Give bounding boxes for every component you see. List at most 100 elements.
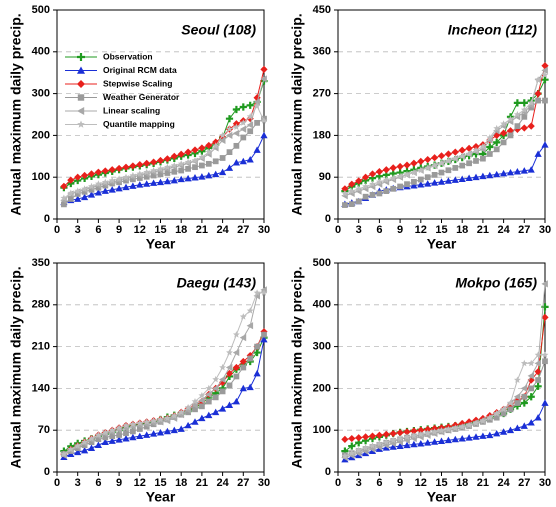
marker (431, 154, 439, 162)
legend-label: Linear scaling (103, 105, 160, 115)
x-tick-label: 6 (95, 224, 101, 236)
series-line (344, 361, 546, 456)
marker (437, 437, 446, 444)
marker (108, 426, 116, 434)
marker (101, 178, 109, 186)
marker (122, 434, 130, 442)
marker (225, 369, 234, 378)
marker (77, 107, 85, 115)
marker (534, 414, 542, 421)
x-tick-label: 18 (175, 224, 187, 236)
y-tick-label: 280 (32, 299, 50, 311)
marker (198, 391, 206, 399)
marker (205, 398, 212, 405)
y-axis-label: Annual maximum daily precip. (8, 13, 24, 215)
marker (123, 430, 129, 437)
marker (493, 170, 501, 178)
marker (239, 357, 247, 366)
marker (534, 351, 542, 358)
marker (232, 129, 240, 137)
marker (232, 158, 240, 166)
marker (452, 165, 459, 171)
marker (486, 143, 494, 151)
marker (417, 426, 425, 434)
legend-label: Observation (103, 51, 153, 61)
marker (101, 167, 109, 175)
marker (74, 442, 82, 449)
x-tick-label: 24 (497, 477, 510, 489)
x-tick-label: 24 (216, 477, 229, 489)
marker (513, 99, 521, 107)
marker (94, 180, 102, 187)
marker (403, 170, 411, 178)
marker (493, 138, 501, 146)
y-tick-label: 0 (325, 213, 331, 225)
marker (239, 157, 247, 165)
marker (389, 443, 397, 450)
marker (150, 430, 158, 437)
marker (87, 191, 96, 198)
series-line (344, 74, 546, 194)
marker (355, 446, 363, 454)
marker (212, 158, 219, 165)
x-tick-label: 27 (237, 224, 249, 236)
x-tick-label: 6 (95, 477, 101, 489)
marker (254, 343, 260, 350)
marker (424, 429, 432, 437)
x-axis-label: Year (427, 489, 457, 505)
marker (253, 94, 261, 102)
marker (410, 440, 418, 448)
marker (514, 123, 521, 129)
y-tick-label: 300 (32, 88, 50, 100)
marker (527, 393, 535, 401)
marker (493, 429, 501, 437)
marker (136, 432, 144, 440)
x-tick-label: 9 (397, 224, 403, 236)
x-tick-label: 15 (435, 477, 447, 489)
marker (431, 438, 439, 445)
marker (232, 105, 240, 114)
marker (368, 432, 377, 440)
marker (424, 180, 432, 187)
marker (520, 99, 528, 107)
marker (177, 175, 185, 183)
marker (226, 382, 233, 389)
x-tick-label: 0 (54, 477, 60, 489)
series-line (63, 331, 265, 455)
marker (479, 432, 487, 439)
marker (396, 172, 404, 180)
marker (246, 112, 254, 120)
marker (163, 427, 171, 435)
marker (246, 383, 254, 391)
marker (355, 198, 362, 205)
x-tick-label: 6 (376, 224, 382, 236)
marker (506, 426, 515, 434)
x-tick-label: 27 (237, 477, 249, 489)
marker (493, 146, 500, 153)
marker (534, 359, 541, 367)
y-tick-label: 500 (32, 4, 50, 16)
marker (177, 408, 185, 416)
marker (94, 189, 102, 196)
marker (115, 164, 123, 173)
marker (232, 348, 240, 357)
marker (184, 403, 192, 411)
marker (198, 173, 206, 180)
marker (355, 434, 363, 442)
marker (225, 115, 234, 123)
marker (424, 155, 432, 164)
marker (212, 394, 219, 401)
marker (163, 163, 171, 171)
x-tick-label: 21 (196, 477, 208, 489)
marker (444, 177, 452, 184)
marker (205, 160, 212, 167)
marker (185, 165, 191, 172)
x-tick-label: 21 (477, 477, 489, 489)
marker (115, 175, 123, 182)
x-tick-label: 9 (397, 477, 403, 489)
marker (444, 150, 452, 158)
y-tick-label: 100 (313, 424, 331, 436)
marker (410, 168, 418, 176)
marker (375, 431, 383, 439)
marker (417, 439, 425, 447)
